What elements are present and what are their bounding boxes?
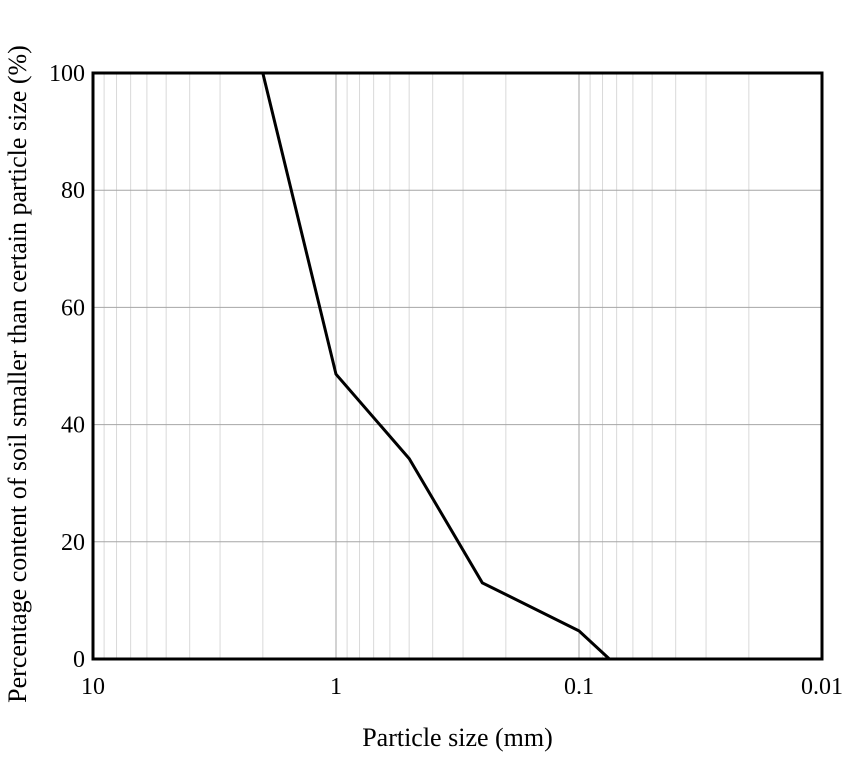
series-line bbox=[261, 72, 611, 661]
y-tick-label: 0 bbox=[73, 647, 85, 673]
y-tick-label: 100 bbox=[49, 61, 85, 87]
y-tick-label: 80 bbox=[61, 178, 85, 204]
x-tick-label: 1 bbox=[330, 674, 342, 700]
y-tick-label: 40 bbox=[61, 413, 85, 439]
major-grid bbox=[92, 72, 823, 660]
x-axis-label: Particle size (mm) bbox=[362, 723, 553, 752]
y-tick-label: 20 bbox=[61, 530, 85, 556]
x-tick-label: 10 bbox=[81, 674, 105, 700]
minor-grid bbox=[103, 73, 750, 659]
y-axis-label: Percentage content of soil smaller than … bbox=[3, 45, 32, 703]
x-tick-label: 0.1 bbox=[564, 674, 594, 700]
series-layer bbox=[261, 72, 611, 661]
plot-frame bbox=[91, 71, 824, 661]
y-tick-label: 60 bbox=[61, 295, 85, 321]
y-tick-labels: 0 20 40 60 80 100 bbox=[49, 61, 85, 673]
x-tick-labels: 10 1 0.1 0.01 bbox=[81, 674, 843, 700]
x-tick-label: 0.01 bbox=[801, 674, 843, 700]
